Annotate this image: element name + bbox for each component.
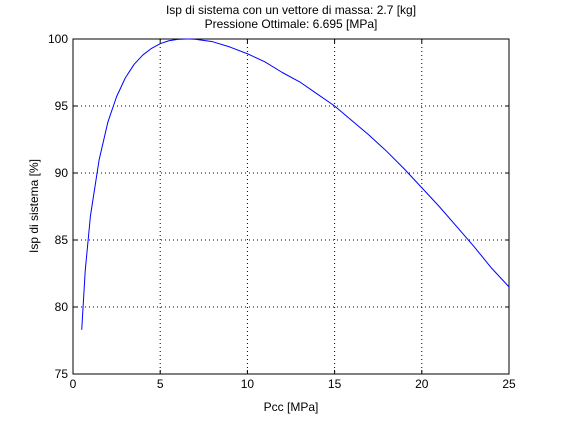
y-tick-label: 75 xyxy=(55,367,69,381)
y-tick-label: 85 xyxy=(55,233,69,247)
x-tick-label: 0 xyxy=(70,377,77,391)
chart-title-line-2: Pressione Ottimale: 6.695 [MPa] xyxy=(205,17,378,31)
y-tick-label: 90 xyxy=(55,166,69,180)
x-tick-label: 15 xyxy=(328,377,342,391)
x-tick-label: 20 xyxy=(415,377,429,391)
x-tick-label: 25 xyxy=(502,377,516,391)
chart-title-line-1: Isp di sistema con un vettore di massa: … xyxy=(166,3,416,17)
series-line-0 xyxy=(81,38,510,330)
x-tick-label: 5 xyxy=(157,377,164,391)
y-axis-label: Isp di sistema [%] xyxy=(27,159,41,253)
x-axis-label: Pcc [MPa] xyxy=(264,400,319,414)
grid-lines xyxy=(73,39,509,374)
y-tick-label: 95 xyxy=(55,99,69,113)
y-tick-label: 100 xyxy=(48,32,68,46)
y-tick-label: 80 xyxy=(55,300,69,314)
plot-area xyxy=(72,38,510,375)
series-group xyxy=(81,38,510,330)
x-tick-label: 10 xyxy=(241,377,255,391)
axis-ticks: 0 5 10 15 20 25 75 80 85 90 95 100 xyxy=(48,32,516,391)
